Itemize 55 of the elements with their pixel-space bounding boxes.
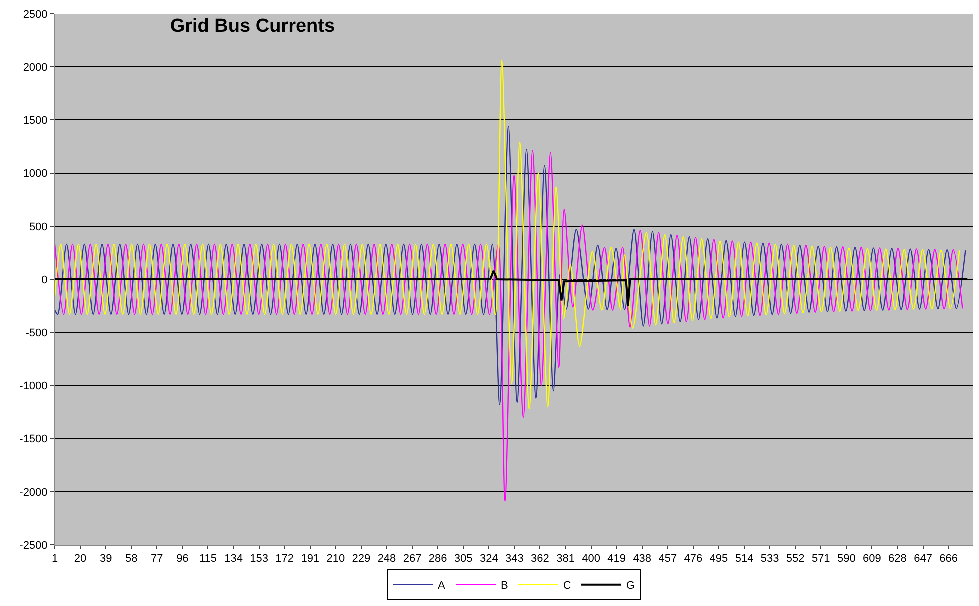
x-tick-label: 305 bbox=[454, 553, 473, 566]
y-tick-label: 500 bbox=[29, 221, 48, 234]
x-tick-label: 419 bbox=[608, 553, 626, 566]
x-tick-label: 267 bbox=[403, 553, 422, 566]
x-tick-label: 191 bbox=[301, 553, 320, 566]
x-tick-label: 20 bbox=[74, 553, 87, 566]
chart-title: Grid Bus Currents bbox=[170, 16, 336, 38]
y-tick-label: -500 bbox=[26, 327, 48, 340]
x-tick-label: 96 bbox=[176, 553, 189, 566]
x-tick-label: 381 bbox=[556, 553, 575, 566]
y-tick-label: -1500 bbox=[20, 434, 48, 446]
x-tick-label: 229 bbox=[352, 553, 371, 566]
x-tick-label: 343 bbox=[505, 553, 524, 566]
y-tick-label: -1000 bbox=[20, 380, 48, 393]
y-tick-label: 2500 bbox=[23, 8, 48, 21]
line-series bbox=[55, 150, 964, 502]
line-series bbox=[55, 126, 966, 406]
legend-label: A bbox=[438, 580, 446, 592]
x-tick-label: 172 bbox=[276, 553, 294, 566]
x-tick-label: 666 bbox=[940, 553, 958, 566]
y-tick-label: 1500 bbox=[23, 115, 48, 128]
x-tick-label: 115 bbox=[199, 553, 217, 566]
x-tick-label: 590 bbox=[837, 553, 856, 566]
x-tick-label: 476 bbox=[684, 553, 703, 566]
x-tick-label: 77 bbox=[151, 553, 164, 566]
x-tick-label: 153 bbox=[250, 553, 268, 566]
y-tick-label: 2000 bbox=[23, 62, 48, 74]
x-tick-label: 647 bbox=[914, 553, 932, 566]
x-tick-label: 552 bbox=[786, 553, 805, 566]
line-series bbox=[55, 60, 960, 410]
y-tick-label: 1000 bbox=[23, 168, 48, 180]
x-tick-label: 514 bbox=[735, 553, 754, 566]
x-tick-label: 571 bbox=[812, 553, 830, 566]
x-tick-label: 533 bbox=[760, 553, 780, 566]
x-tick-label: 438 bbox=[633, 553, 652, 566]
y-tick-label: 0 bbox=[42, 274, 48, 286]
x-tick-label: 286 bbox=[428, 553, 448, 566]
x-tick-label: 1 bbox=[52, 553, 58, 566]
x-tick-label: 248 bbox=[378, 553, 396, 566]
x-tick-label: 628 bbox=[888, 553, 907, 566]
y-tick-label: -2500 bbox=[20, 540, 48, 552]
legend-label: G bbox=[626, 580, 635, 592]
x-tick-label: 609 bbox=[863, 553, 882, 566]
x-tick-label: 495 bbox=[710, 553, 728, 566]
x-tick-label: 58 bbox=[125, 553, 138, 566]
x-tick-label: 39 bbox=[100, 553, 112, 566]
x-tick-label: 134 bbox=[224, 553, 243, 566]
x-tick-label: 457 bbox=[658, 553, 678, 566]
x-tick-label: 362 bbox=[531, 553, 550, 566]
legend-label: B bbox=[501, 580, 508, 592]
x-tick-label: 210 bbox=[326, 553, 346, 566]
legend-label: C bbox=[563, 580, 572, 592]
x-tick-label: 324 bbox=[480, 553, 498, 566]
x-tick-label: 400 bbox=[582, 553, 600, 566]
y-tick-label: -2000 bbox=[20, 486, 48, 499]
